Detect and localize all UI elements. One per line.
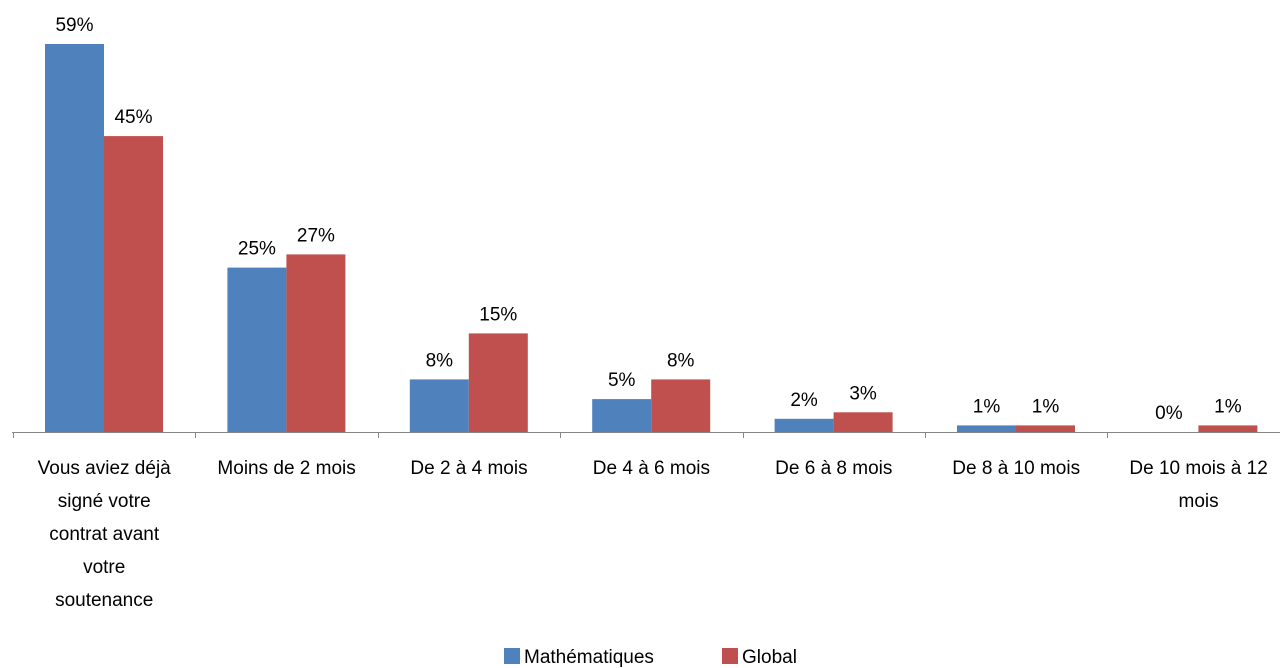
data-label-series-1-cat-5: 1% [1032,396,1060,417]
bar-series-0-cat-5 [957,425,1016,432]
bar-series-1-cat-0 [104,136,163,432]
data-label-series-0-cat-6: 0% [1155,403,1183,424]
bar-series-1-cat-5 [1016,425,1075,432]
bar-series-0-cat-2 [409,379,469,432]
data-label-series-1-cat-1: 27% [297,225,335,246]
data-label-series-1-cat-3: 8% [667,350,695,371]
legend-swatch-series-0 [504,648,520,664]
legend: Mathématiques Global [504,647,797,668]
category-label-4: De 6 à 8 mois [775,458,892,479]
category-label-1: Moins de 2 mois [217,458,355,479]
category-label-3: De 4 à 6 mois [593,458,710,479]
bar-series-1-cat-2 [468,333,528,432]
bar-series-1-cat-6 [1198,425,1258,432]
legend-label-series-1: Global [742,647,797,668]
data-label-series-0-cat-3: 5% [608,370,636,391]
data-label-series-1-cat-2: 15% [479,304,517,325]
bar-series-0-cat-1 [227,267,287,432]
bar-series-0-cat-0 [45,44,104,432]
data-label-series-0-cat-1: 25% [238,239,276,260]
bar-series-0-cat-4 [774,418,834,432]
category-labels-group: Vous aviez déjà signé votre contrat avant v… [38,458,1268,611]
legend-label-series-0: Mathématiques [524,647,654,668]
data-label-series-0-cat-2: 8% [426,350,454,371]
data-labels-group: 59% 25% 8% 5% 2% 1% 0% 45% 27% 15% 8% 3% 1% 1% [55,15,1241,424]
data-label-series-0-cat-0: 59% [55,15,93,36]
category-label-2: De 2 à 4 mois [410,458,527,479]
data-label-series-1-cat-4: 3% [849,383,877,404]
bar-series-1-cat-4 [833,412,893,432]
bar-series-1-cat-3 [651,379,711,432]
data-label-series-0-cat-5: 1% [973,396,1001,417]
x-axis-ticks-group [13,432,1108,438]
bars-group [45,44,1258,432]
bar-series-0-cat-3 [592,399,652,432]
bar-series-1-cat-1 [286,254,346,432]
data-label-series-0-cat-4: 2% [790,390,818,411]
data-label-series-1-cat-0: 45% [114,107,152,128]
category-label-0: Vous aviez déjà signé votre contrat avant v… [38,458,172,611]
category-label-6: De 10 mois à 12 mois [1129,458,1267,512]
category-label-5: De 8 à 10 mois [952,458,1080,479]
legend-swatch-series-1 [722,648,738,664]
data-label-series-1-cat-6: 1% [1214,396,1242,417]
